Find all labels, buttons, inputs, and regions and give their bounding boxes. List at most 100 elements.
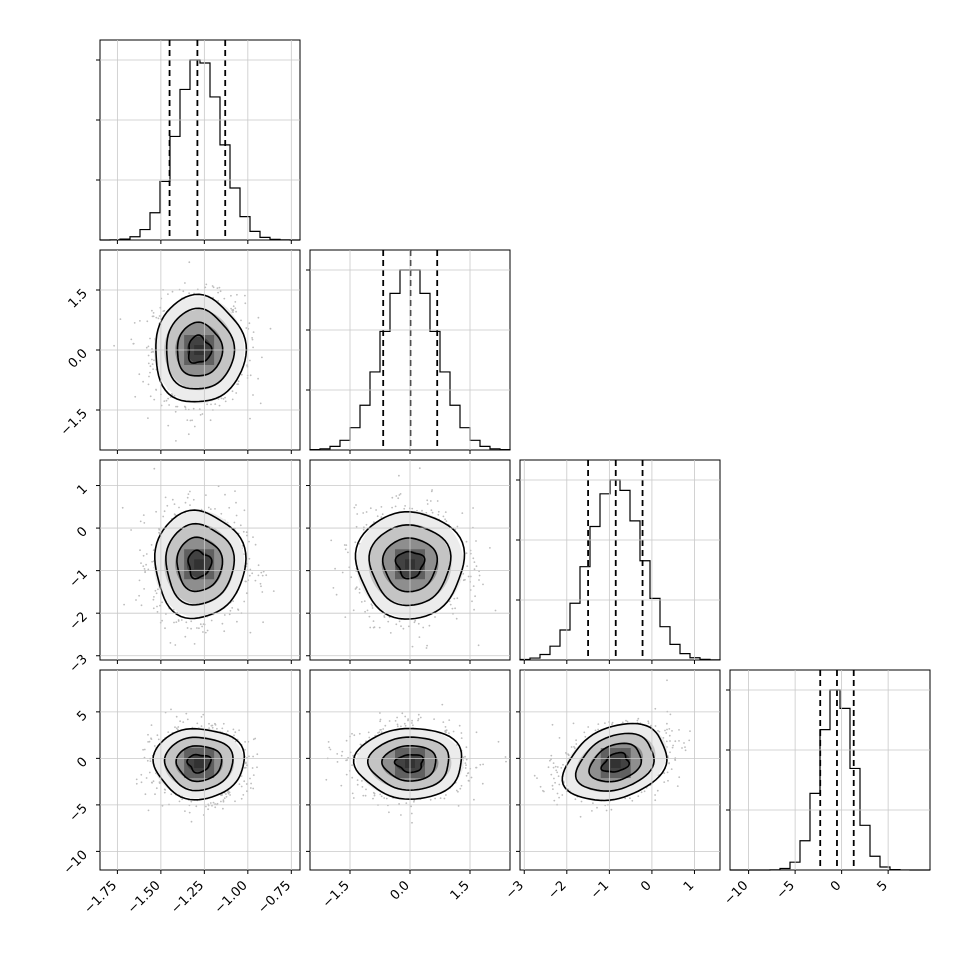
y-tick-label: 0 [74, 755, 90, 771]
scatter-point [410, 806, 412, 808]
y-tick-label: −10 [61, 848, 91, 878]
scatter-point [450, 604, 452, 606]
scatter-point [235, 392, 237, 394]
scatter-point [150, 395, 152, 397]
scatter-point [240, 524, 242, 526]
scatter-point [157, 588, 159, 590]
scatter-point [236, 383, 238, 385]
scatter-point [354, 541, 356, 543]
scatter-point [205, 806, 207, 808]
scatter-point [260, 403, 262, 405]
scatter-point [148, 810, 150, 812]
panel-content [122, 468, 275, 646]
scatter-point [445, 726, 447, 728]
scatter-point [238, 729, 240, 731]
scatter-point [232, 311, 234, 313]
scatter-point [200, 623, 202, 625]
scatter-point [208, 507, 210, 509]
scatter-point [375, 509, 377, 511]
scatter-point [156, 606, 158, 608]
scatter-point [146, 553, 148, 555]
scatter-point [258, 564, 260, 566]
scatter-point [210, 404, 212, 406]
scatter-point [157, 611, 159, 613]
scatter-point [466, 552, 468, 554]
scatter-point [250, 783, 252, 785]
panel-content [325, 704, 507, 824]
scatter-point [252, 394, 254, 396]
scatter-point [151, 544, 153, 546]
x-tick-label: 0 [828, 878, 844, 894]
scatter-point [466, 541, 468, 543]
scatter-point [356, 526, 358, 528]
scatter-point [476, 565, 478, 567]
scatter-point [156, 592, 158, 594]
scatter-point [262, 621, 264, 623]
scatter-point [150, 365, 152, 367]
density-cell [184, 758, 194, 768]
scatter-point [208, 723, 210, 725]
scatter-point [140, 521, 142, 523]
scatter-point [149, 338, 151, 340]
scatter-point [397, 497, 399, 499]
y-tick-label: −5 [67, 801, 91, 825]
scatter-point [187, 627, 189, 629]
x-tick-label: −1.25 [168, 878, 207, 917]
scatter-point [188, 261, 190, 263]
density-cell [194, 758, 204, 768]
scatter-point [443, 516, 445, 518]
scatter-point [476, 731, 478, 733]
scatter-point [201, 626, 203, 628]
scatter-point [113, 345, 115, 347]
scatter-point [474, 561, 476, 563]
scatter-point [186, 419, 188, 421]
scatter-point [146, 320, 148, 322]
x-ticks-col1 [350, 250, 470, 454]
x-tick-label: −0.75 [255, 878, 294, 917]
x-tick-label: −1.00 [212, 878, 251, 917]
scatter-point [482, 584, 484, 586]
scatter-point [175, 411, 177, 413]
histogram-0 [100, 40, 300, 240]
scatter-point [189, 504, 191, 506]
scatter-point [391, 497, 393, 499]
scatter-point [245, 763, 247, 765]
scatter-point [383, 615, 385, 617]
scatter-point [174, 726, 176, 728]
panel-content [330, 467, 525, 649]
scatter-point [379, 794, 381, 796]
y-tick-label: 5 [74, 708, 90, 724]
scatter-point [260, 585, 262, 587]
scatter-point [231, 607, 233, 609]
density-cell [204, 549, 214, 559]
scatter-point [194, 426, 196, 428]
scatter-point [139, 580, 141, 582]
scatter-point [211, 620, 213, 622]
scatter-point [243, 780, 245, 782]
scatter-point [148, 384, 150, 386]
scatter-point [141, 604, 143, 606]
scatter-point [223, 298, 225, 300]
scatter-point [371, 603, 373, 605]
scatter-point [167, 398, 169, 400]
histogram-steps [520, 480, 720, 660]
scatter-point [345, 544, 347, 546]
scatter-point [370, 507, 372, 509]
scatter-point [379, 712, 381, 714]
scatter-point [252, 347, 254, 349]
scatter-point [176, 727, 178, 729]
x-tick-label: −1.50 [125, 878, 164, 917]
scatter-point [221, 398, 223, 400]
scatter-panel-0-2 [100, 460, 300, 660]
scatter-point [175, 621, 177, 623]
scatter-point [473, 585, 475, 587]
scatter-point [246, 531, 248, 533]
scatter-point [164, 510, 166, 512]
x-tick-label: −5 [774, 878, 798, 902]
scatter-point [158, 739, 160, 741]
scatter-point [210, 508, 212, 510]
scatter-point [234, 731, 236, 733]
scatter-point [403, 628, 405, 630]
scatter-point [152, 363, 154, 365]
scatter-point [216, 728, 218, 730]
